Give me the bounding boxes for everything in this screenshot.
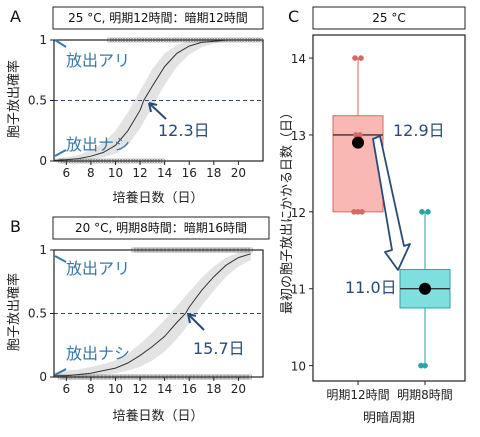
box-iqr bbox=[332, 115, 384, 213]
panel-a: A 25 °C, 明期12時間：暗期12時間 6 8 10 12 14 16 18 20 0 0.… bbox=[6, 6, 264, 206]
panel-c-header-box bbox=[312, 6, 466, 30]
y-tick-label: 1 bbox=[39, 33, 47, 47]
y-tick-label: 1 bbox=[39, 243, 47, 257]
y-tick-label: 12 bbox=[291, 206, 306, 220]
panel-a-yes-pointer bbox=[54, 39, 67, 48]
x-tick-label: 8 bbox=[87, 166, 95, 180]
y-tick-label: 0 bbox=[39, 154, 47, 168]
panel-b-yes-pointer bbox=[54, 255, 67, 263]
x-tick-label: 20 bbox=[231, 166, 246, 180]
y-tick-label: 0 bbox=[39, 370, 47, 384]
panel-c-header: 25 °C bbox=[372, 11, 405, 25]
panel-a-ylabel: 胞子放出確率 bbox=[6, 60, 22, 138]
data-point bbox=[419, 208, 425, 215]
x-tick-label: 16 bbox=[182, 382, 197, 396]
panel-b-plot: 6 8 10 12 14 16 18 20 0 0.5 1 bbox=[28, 243, 264, 396]
x-tick-label: 14 bbox=[157, 166, 172, 180]
data-point bbox=[422, 362, 428, 369]
x-tick-label: 18 bbox=[206, 382, 221, 396]
x-tick-label: 16 bbox=[182, 166, 197, 180]
data-point bbox=[358, 55, 364, 61]
data-point bbox=[352, 55, 358, 61]
x-tick-label: 10 bbox=[108, 166, 123, 180]
panel-b-header-box bbox=[52, 216, 270, 240]
panel-b-xlabel: 培養日数（日） bbox=[112, 408, 203, 424]
panel-a-header-box bbox=[52, 6, 264, 30]
mean-marker bbox=[419, 282, 431, 295]
panel-a-midpoint-label: 12.3日 bbox=[158, 121, 210, 140]
x-tick-label: 20 bbox=[231, 382, 246, 396]
panel-c-ylabel: 最初の胞子放出にかかる日数（日） bbox=[280, 106, 295, 314]
fitted-curve bbox=[54, 253, 251, 377]
y-tick-label: 14 bbox=[291, 52, 306, 66]
x-tick-label: 明期8時間 bbox=[397, 388, 453, 402]
panel-a-no-pointer bbox=[54, 149, 67, 157]
panel-b-release-no: 放出ナシ bbox=[66, 344, 130, 363]
panel-a-xlabel: 培養日数（日） bbox=[112, 190, 203, 206]
panel-a-release-yes: 放出アリ bbox=[66, 51, 130, 70]
x-tick-label: 6 bbox=[62, 166, 70, 180]
y-tick-label: 10 bbox=[291, 360, 306, 374]
y-tick-label: 13 bbox=[291, 129, 306, 143]
panel-b: B 20 °C, 明期8時間：暗期16時間 6 8 10 12 14 16 18 20 0 0.5… bbox=[6, 216, 270, 424]
midpoint-arrow bbox=[187, 313, 205, 331]
panel-c-label-1: 12.9日 bbox=[393, 121, 445, 140]
panel-c-label-2: 11.0日 bbox=[345, 278, 397, 297]
axes-frame bbox=[312, 34, 466, 382]
x-tick-label: 12 bbox=[132, 382, 147, 396]
panel-a-letter: A bbox=[10, 7, 21, 26]
panel-b-midpoint-label: 15.7日 bbox=[193, 339, 245, 358]
panel-c-letter: C bbox=[288, 7, 299, 26]
ci-band bbox=[54, 250, 251, 377]
panel-a-header: 25 °C, 明期12時間：暗期12時間 bbox=[68, 10, 248, 25]
panel-b-letter: B bbox=[10, 217, 21, 236]
x-tick-label: 6 bbox=[62, 382, 70, 396]
x-tick-label: 明期12時間 bbox=[326, 388, 389, 402]
data-point bbox=[359, 208, 365, 215]
data-point bbox=[425, 208, 431, 215]
x-tick-label: 18 bbox=[206, 166, 221, 180]
panel-b-release-yes: 放出アリ bbox=[66, 259, 130, 278]
panel-a-release-no: 放出ナシ bbox=[66, 135, 130, 154]
x-tick-label: 14 bbox=[157, 382, 172, 396]
y-tick-label: 0.5 bbox=[28, 94, 47, 108]
panel-b-no-pointer bbox=[54, 368, 67, 376]
panel-b-header: 20 °C, 明期8時間：暗期16時間 bbox=[75, 220, 247, 235]
change-arrow bbox=[372, 135, 411, 271]
midpoint-arrow bbox=[148, 102, 167, 120]
mean-marker bbox=[352, 136, 364, 149]
ci-band bbox=[54, 40, 263, 161]
panel-c: C 25 °C 10 11 12 13 14 明期12時間 明期8時間 最初の胞子放出にかか… bbox=[280, 6, 466, 426]
x-tick-label: 12 bbox=[132, 166, 147, 180]
x-tick-label: 10 bbox=[108, 382, 123, 396]
x-tick-label: 8 bbox=[87, 382, 95, 396]
y-tick-label: 0.5 bbox=[28, 307, 47, 321]
panel-a-plot: 6 8 10 12 14 16 18 20 0 0.5 1 bbox=[28, 33, 264, 180]
panel-b-ylabel: 胞子放出確率 bbox=[6, 273, 22, 351]
panel-c-xlabel: 明暗周期 bbox=[363, 411, 415, 426]
panel-c-plot: 10 11 12 13 14 明期12時間 明期8時間 bbox=[291, 34, 466, 402]
y-tick-label: 11 bbox=[291, 283, 306, 297]
